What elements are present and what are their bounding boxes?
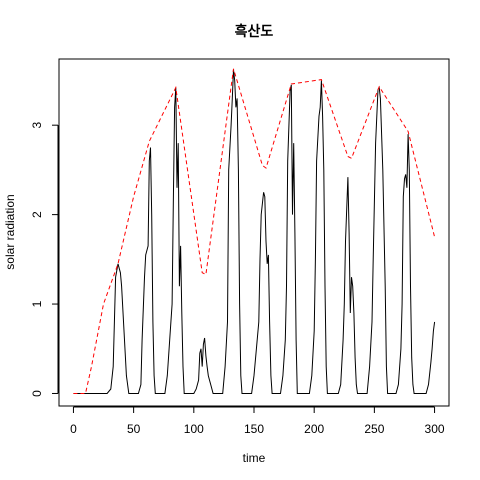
plot-frame	[58, 58, 450, 407]
x-tick-label: 100	[184, 422, 204, 436]
y-tick-label: 2	[30, 211, 44, 218]
x-axis: 0 50 100 150 200 250 300	[70, 406, 445, 436]
y-tick-label: 0	[30, 390, 44, 397]
y-axis-label: solar radiation	[3, 194, 17, 269]
x-tick-label: 0	[70, 422, 77, 436]
x-axis-label: time	[243, 451, 266, 465]
y-axis: 0 1 2 3	[30, 122, 59, 397]
y-tick-label: 1	[30, 300, 44, 307]
y-tick-label: 3	[30, 122, 44, 129]
x-tick-label: 200	[304, 422, 324, 436]
x-tick-label: 50	[127, 422, 141, 436]
series-line-2	[73, 68, 436, 394]
x-tick-label: 300	[425, 422, 445, 436]
x-tick-label: 150	[244, 422, 264, 436]
plot-area	[73, 68, 436, 394]
x-tick-label: 250	[364, 422, 384, 436]
chart-title: 흑산도	[235, 23, 274, 40]
